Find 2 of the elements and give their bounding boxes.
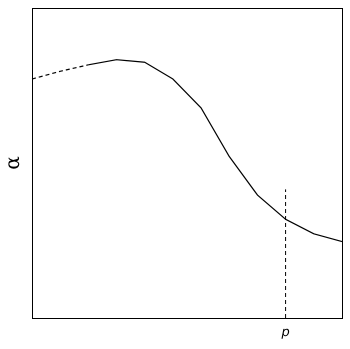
text: p xyxy=(280,324,290,340)
y-axis-title: α xyxy=(0,156,24,170)
